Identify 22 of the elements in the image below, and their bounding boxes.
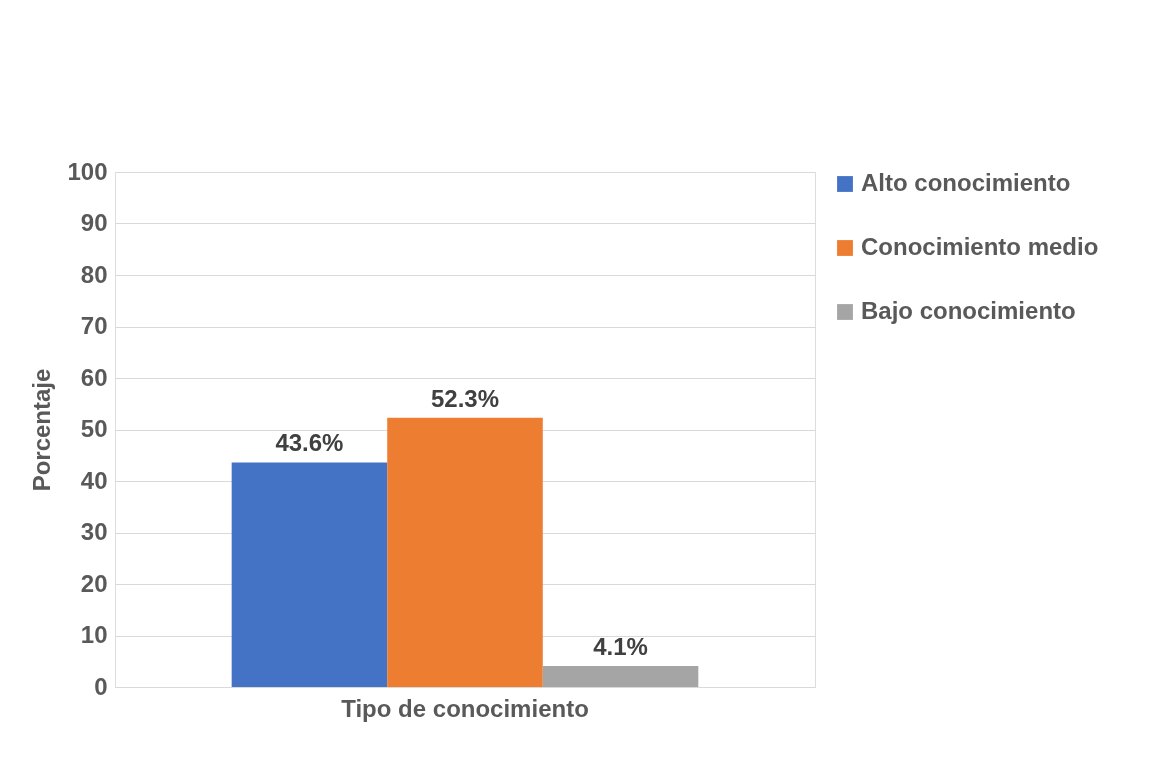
legend-label: Bajo conocimiento [861, 297, 1076, 324]
y-tick-label: 90 [80, 209, 108, 236]
data-label: 4.1% [593, 632, 648, 660]
bar [231, 462, 388, 687]
y-tick-label: 80 [80, 260, 108, 288]
y-tick-label: 20 [80, 569, 108, 597]
y-tick-label: 10 [80, 621, 108, 648]
y-tick-label: 60 [80, 363, 108, 391]
y-tick-label: 30 [80, 518, 108, 545]
bar [542, 665, 699, 687]
data-label: 52.3% [430, 384, 500, 412]
legend-label: Alto conocimiento [861, 169, 1071, 196]
y-tick-label: 50 [80, 415, 108, 442]
data-label: 43.6% [275, 429, 344, 457]
y-tick-label: 100 [67, 157, 108, 185]
x-tick-label: Tipo de conocimiento [341, 694, 589, 722]
y-tick-label: 0 [94, 672, 108, 700]
legend-label: Conocimiento medio [861, 233, 1099, 260]
y-tick-label: 70 [80, 312, 108, 339]
y-tick-label: 40 [80, 466, 108, 494]
y-axis-title: Porcentaje [28, 368, 56, 492]
bar [387, 417, 543, 687]
